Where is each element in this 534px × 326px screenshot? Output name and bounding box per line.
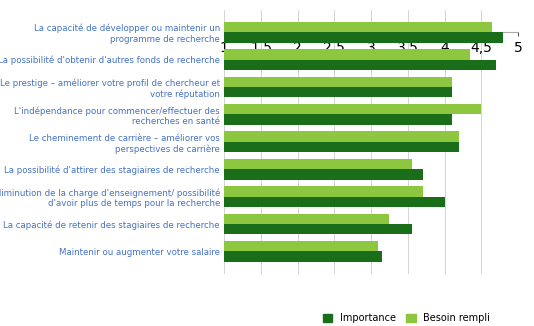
Bar: [151, 251, 382, 262]
Bar: [151, 104, 481, 114]
Bar: [151, 60, 496, 70]
Bar: [151, 224, 412, 234]
Bar: [151, 114, 452, 125]
Bar: [151, 186, 422, 197]
Bar: [151, 87, 452, 97]
Bar: [151, 22, 492, 32]
Bar: [151, 49, 470, 60]
Bar: [151, 241, 379, 251]
Legend: Importance, Besoin rempli: Importance, Besoin rempli: [319, 309, 494, 326]
Bar: [151, 77, 452, 87]
Bar: [151, 32, 504, 43]
Bar: [151, 197, 445, 207]
Bar: [151, 214, 389, 224]
Bar: [151, 159, 412, 169]
Bar: [151, 131, 459, 142]
Bar: [151, 169, 422, 180]
Bar: [151, 142, 459, 152]
